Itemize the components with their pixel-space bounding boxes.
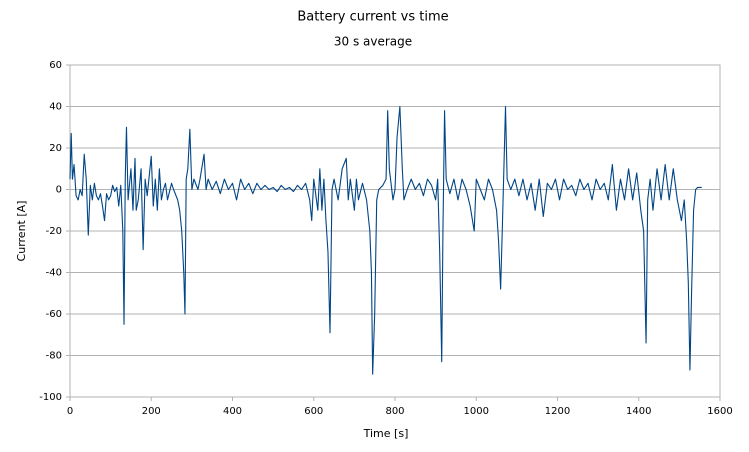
plot-frame (69, 64, 721, 398)
y-tick-label: 40 (49, 102, 62, 113)
x-tick-label: 1200 (545, 406, 570, 417)
y-tick-label: 20 (49, 143, 62, 154)
y-axis-label: Current [A] (15, 201, 28, 262)
x-tick-label: 1000 (464, 406, 489, 417)
x-tick-label: 200 (142, 406, 161, 417)
x-tick-label: 1400 (626, 406, 651, 417)
x-tick-label: 800 (385, 406, 404, 417)
data-line (69, 105, 702, 375)
x-tick-label: 1600 (707, 406, 732, 417)
y-tick-label: -80 (46, 351, 62, 362)
y-tick-label: -40 (46, 268, 62, 279)
y-tick-label: -100 (39, 392, 62, 403)
chart-title: Battery current vs time (297, 10, 448, 25)
x-axis-label: Time [s] (363, 427, 409, 440)
x-tick-label: 600 (304, 406, 323, 417)
x-tick-label: 0 (67, 406, 73, 417)
y-tick-label: 0 (56, 185, 62, 196)
chart-subtitle: 30 s average (334, 35, 412, 49)
y-tick-label: -20 (46, 226, 62, 237)
y-tick-label: -60 (46, 309, 62, 320)
x-tick-label: 400 (223, 406, 242, 417)
y-tick-label: 60 (49, 60, 62, 71)
